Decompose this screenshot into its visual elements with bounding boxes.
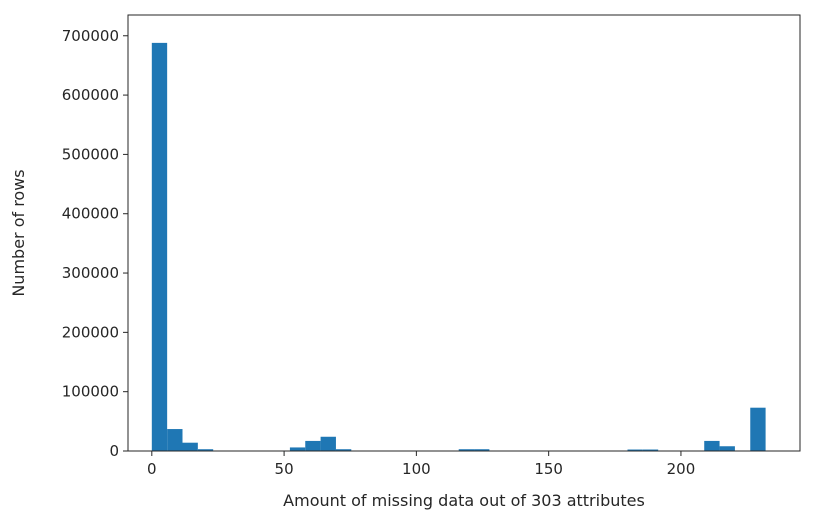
- histogram-bar: [474, 449, 490, 451]
- y-axis-label: Number of rows: [9, 169, 28, 296]
- y-tick-label: 200000: [62, 323, 119, 341]
- y-axis-ticks: 0 100000 200000 300000 400000 500000 600000 700…: [62, 27, 128, 460]
- histogram-bar: [335, 449, 352, 451]
- x-axis-label: Amount of missing data out of 303 attrib…: [283, 491, 645, 510]
- histogram-bar: [167, 429, 183, 451]
- histogram-bar: [642, 449, 659, 451]
- y-tick-label: 400000: [62, 205, 119, 223]
- x-tick-label: 200: [667, 460, 696, 478]
- plot-frame: [127, 14, 801, 452]
- histogram-bar: [458, 449, 475, 451]
- histogram-bar: [182, 442, 198, 451]
- x-axis-ticks: 0 50 100 150 200: [147, 451, 695, 478]
- y-tick-label: 100000: [62, 383, 119, 401]
- y-tick-label: 500000: [62, 145, 119, 163]
- y-tick-label: 0: [109, 442, 119, 460]
- histogram-bar: [719, 446, 735, 451]
- histogram-bar: [750, 407, 766, 451]
- histogram-bar: [704, 440, 720, 451]
- x-tick-label: 0: [147, 460, 157, 478]
- x-tick-label: 100: [402, 460, 431, 478]
- y-tick-label: 700000: [62, 27, 119, 45]
- histogram-bar: [289, 447, 306, 451]
- histogram-bar: [305, 440, 321, 451]
- histogram-bar: [320, 436, 336, 451]
- y-tick-label: 300000: [62, 264, 119, 282]
- histogram-bar: [197, 449, 214, 451]
- y-tick-label: 600000: [62, 86, 119, 104]
- histogram-bar: [627, 449, 643, 451]
- bars-group: [151, 42, 766, 451]
- x-tick-label: 50: [275, 460, 294, 478]
- x-tick-label: 150: [534, 460, 563, 478]
- histogram-bar: [151, 42, 168, 451]
